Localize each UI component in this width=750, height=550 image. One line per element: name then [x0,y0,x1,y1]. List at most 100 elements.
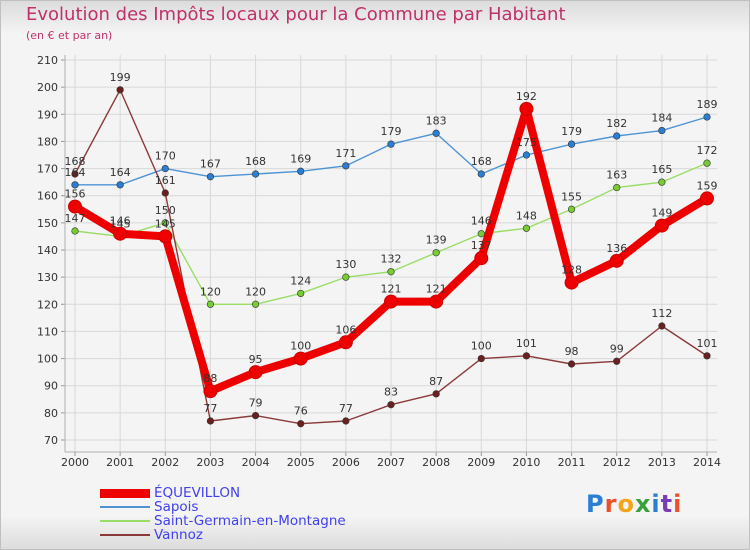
data-point-saint-germain-en-montagne [522,224,531,232]
data-point-sapois [161,164,169,173]
data-label-saint-germain-en-montagne: 139 [426,234,447,247]
data-label-vannoz: 77 [339,402,353,415]
x-tick-label: 2010 [512,456,540,469]
data-label-saint-germain-en-montagne: 155 [561,190,582,203]
y-tick-label: 190 [37,108,58,121]
data-label-vannoz: 161 [155,174,176,187]
x-tick-label: 2006 [332,456,360,469]
data-point-sapois [522,151,531,159]
data-label-sapois: 179 [381,125,402,138]
data-point-saint-germain-en-montagne [71,227,79,235]
data-point-equevillon [519,101,534,116]
y-tick-label: 70 [44,434,58,447]
y-tick-label: 100 [37,353,58,366]
data-label-sapois: 184 [651,112,672,125]
data-label-equevillon: 156 [65,188,86,201]
data-point-vannoz [477,354,485,363]
x-tick-label: 2013 [648,456,676,469]
data-point-saint-germain-en-montagne [477,230,485,238]
data-label-sapois: 167 [200,158,221,171]
data-label-equevillon: 159 [697,179,718,192]
data-label-sapois: 168 [471,155,492,168]
data-point-sapois [613,132,621,140]
data-point-saint-germain-en-montagne [567,205,576,213]
data-label-saint-germain-en-montagne: 165 [651,163,672,176]
data-label-equevillon: 128 [561,264,582,277]
y-tick-label: 210 [37,54,58,67]
data-point-sapois [342,162,350,170]
data-point-equevillon [68,199,82,214]
data-point-equevillon [158,229,173,244]
legend-swatch [100,489,150,498]
data-point-equevillon [564,275,579,290]
data-label-vannoz: 83 [384,386,398,399]
data-point-equevillon [248,365,263,380]
data-point-sapois [251,170,260,178]
data-label-saint-germain-en-montagne: 120 [245,285,266,298]
data-label-equevillon: 95 [249,353,263,366]
x-tick-label: 2007 [377,456,405,469]
data-point-equevillon [113,226,128,241]
data-point-saint-germain-en-montagne [703,159,711,167]
x-tick-label: 2003 [196,456,224,469]
chart-subtitle: (en € et par an) [26,29,113,42]
data-label-saint-germain-en-montagne: 120 [200,285,221,298]
data-label-sapois: 164 [65,166,86,179]
legend-item-saint-germain-en-montagne: Saint-Germain-en-Montagne [100,513,400,529]
data-point-saint-germain-en-montagne [387,268,395,276]
data-point-sapois [703,113,711,121]
data-point-sapois [432,129,440,137]
legend-swatch [100,506,150,508]
data-point-saint-germain-en-montagne [432,249,440,257]
data-point-equevillon [609,253,624,268]
y-tick-label: 170 [37,163,58,176]
data-point-equevillon [203,384,218,399]
data-label-sapois: 164 [110,166,131,179]
chart-title: Evolution des Impôts locaux pour la Comm… [26,4,566,25]
data-label-equevillon: 192 [516,90,537,103]
data-label-vannoz: 168 [65,155,86,168]
data-point-saint-germain-en-montagne [251,300,260,308]
data-point-vannoz [387,401,395,409]
data-label-saint-germain-en-montagne: 163 [606,169,627,182]
x-tick-label: 2011 [558,456,586,469]
data-label-vannoz: 77 [203,402,217,415]
x-tick-label: 2008 [422,456,450,469]
x-tick-label: 2001 [106,456,134,469]
legend-item-sapois: Sapois [100,499,400,515]
data-label-sapois: 169 [290,152,311,165]
y-tick-label: 140 [37,244,58,257]
data-label-vannoz: 76 [294,405,308,418]
data-label-saint-germain-en-montagne: 124 [290,274,311,287]
data-label-equevillon: 145 [155,217,176,230]
data-point-vannoz [251,411,260,420]
data-label-sapois: 170 [155,150,176,163]
data-label-saint-germain-en-montagne: 145 [110,217,131,230]
data-point-vannoz [432,390,440,398]
data-label-sapois: 171 [335,147,356,160]
data-label-equevillon: 121 [381,283,402,296]
data-point-equevillon [700,191,714,206]
data-label-sapois: 183 [426,114,447,127]
data-label-sapois: 168 [245,155,266,168]
x-tick-label: 2014 [693,456,721,469]
data-point-sapois [71,181,79,189]
data-point-vannoz [613,357,621,365]
data-label-vannoz: 99 [610,342,624,355]
data-label-equevillon: 136 [606,242,627,255]
data-label-sapois: 182 [606,117,627,130]
data-label-equevillon: 106 [335,323,356,336]
legend-label: Saint-Germain-en-Montagne [154,513,346,529]
data-point-vannoz [71,170,79,178]
data-label-vannoz: 87 [429,375,443,388]
data-label-equevillon: 146 [110,215,131,228]
legend-label: Sapois [154,499,199,515]
y-tick-label: 160 [37,190,58,203]
x-tick-label: 2002 [151,456,179,469]
data-point-saint-germain-en-montagne [613,183,621,192]
proxiti-logo: Proxiti [586,490,683,518]
data-point-sapois [567,140,576,148]
data-label-saint-germain-en-montagne: 148 [516,209,537,222]
data-point-equevillon [384,294,398,309]
